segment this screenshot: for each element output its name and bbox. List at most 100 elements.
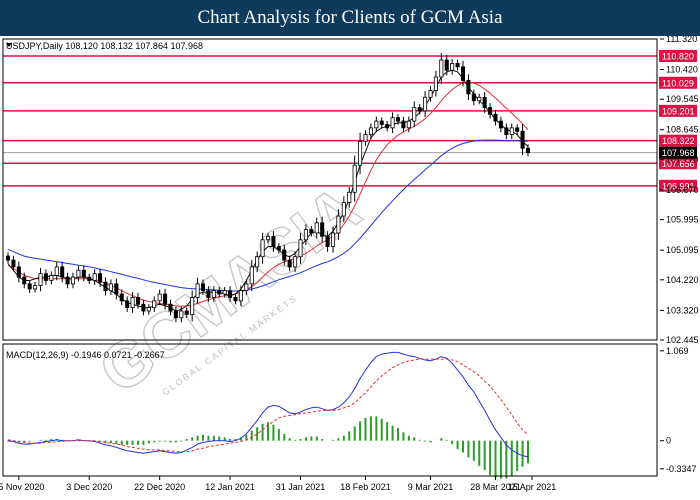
candle-body	[92, 273, 97, 281]
candle-body	[439, 59, 444, 78]
candle-body	[200, 283, 206, 292]
macd-tick-label: 0	[666, 436, 671, 446]
horizontal-levels: 110.820 110.029 109.201 108.322 107.656 106.9…	[3, 49, 697, 192]
candle-body	[336, 215, 341, 234]
time-tick-label: 9 Mar 2021	[408, 482, 454, 492]
price-tick-label: 103.320	[666, 305, 699, 315]
chart-background	[0, 36, 700, 500]
candle-body	[406, 120, 411, 129]
candle-body	[228, 290, 233, 298]
current-price-label: 107.968	[662, 148, 695, 158]
price-tick-label: 102.445	[666, 335, 699, 345]
candle-body	[65, 276, 70, 285]
candle-body	[49, 274, 54, 281]
candle-body	[298, 239, 303, 258]
macd-tick-label: 1.069	[666, 346, 689, 356]
candle-body	[195, 283, 200, 298]
candle-body	[471, 93, 476, 102]
candle-body	[303, 229, 308, 241]
time-tick-label: 15 Nov 2020	[0, 482, 44, 492]
candle-body	[390, 117, 395, 129]
price-tick-label: 105.095	[666, 245, 699, 255]
price-tick-label: 109.545	[666, 94, 699, 104]
level-label-bg	[659, 49, 697, 62]
candle-body	[119, 293, 124, 302]
level-label-bg	[659, 157, 697, 170]
candle-body	[255, 256, 260, 268]
candle-body	[81, 269, 86, 278]
macd-line	[7, 351, 529, 458]
ma-slow-line	[7, 139, 529, 292]
candle-body	[325, 235, 330, 247]
candle-body	[179, 310, 184, 319]
price-pane-frame	[2, 38, 658, 341]
candle-body	[428, 90, 433, 98]
candle-body	[395, 117, 401, 122]
price-tick-label: 111.320	[666, 36, 697, 44]
candle-body	[141, 303, 146, 312]
candle-body	[374, 120, 379, 129]
candle-body	[211, 290, 216, 298]
price-tick-label: 104.220	[666, 275, 699, 285]
time-tick-label: 31 Jan 2021	[276, 482, 326, 492]
candle-body	[70, 276, 76, 285]
level-label: 109.201	[662, 106, 695, 116]
candle-body	[130, 297, 135, 309]
candle-body	[352, 164, 357, 193]
candle-body	[509, 127, 514, 136]
level-label: 110.029	[662, 78, 694, 88]
candle-body	[27, 283, 32, 290]
time-tick-label: 22 Dec 2020	[134, 482, 185, 492]
time-tick-label: 3 Dec 2020	[66, 482, 112, 492]
level-label-bg	[659, 104, 697, 117]
macd-pane: 1.069 0 -0.3347	[7, 346, 697, 479]
pane-frames	[2, 38, 658, 477]
candle-body	[282, 249, 287, 261]
candle-body	[287, 259, 292, 268]
candle-body	[43, 273, 48, 281]
level-label-bg	[659, 179, 697, 192]
candle-body	[515, 127, 520, 132]
price-tick-label: 108.645	[666, 125, 699, 135]
candle-body	[222, 290, 227, 295]
signal-line	[7, 358, 529, 453]
candle-body	[271, 235, 276, 247]
candle-body	[379, 120, 384, 125]
collapse-triangle-icon	[6, 43, 12, 47]
candle-body	[168, 303, 173, 312]
macd-header: MACD(12,26,9) -0.1946 0.0721 -0.2667	[6, 350, 165, 360]
candle-body	[423, 96, 428, 112]
price-tick-label: 105.995	[666, 215, 699, 225]
candle-body	[217, 290, 222, 295]
candle-body	[309, 229, 314, 234]
level-label: 108.322	[662, 136, 695, 146]
macd-pane-frame	[2, 343, 658, 477]
candle-body	[498, 120, 503, 129]
candle-body	[5, 255, 11, 261]
time-tick-label: 18 Feb 2021	[340, 482, 391, 492]
candle-body	[433, 76, 438, 91]
candle-body	[358, 141, 363, 166]
candle-body	[341, 202, 346, 217]
price-tick-label: 110.420	[666, 65, 698, 75]
candle-body	[173, 310, 178, 319]
candle-body	[363, 134, 368, 142]
candle-body	[347, 191, 352, 203]
price-tick-label: 106.870	[666, 185, 699, 195]
candle-body	[455, 63, 460, 68]
candle-body	[482, 96, 487, 108]
candle-body	[460, 66, 466, 81]
candle-body	[265, 235, 271, 241]
candle-body	[38, 273, 43, 286]
candle-body	[525, 147, 531, 154]
candle-body	[293, 256, 298, 268]
time-tick-label: 28 Mar 2021	[470, 482, 521, 492]
candle-body	[98, 273, 103, 283]
level-label-bg	[659, 76, 697, 89]
candle-body	[157, 293, 162, 302]
candle-body	[368, 127, 373, 136]
candle-body	[520, 130, 525, 149]
candle-body	[238, 290, 243, 302]
price-tick-label: 107.770	[666, 154, 699, 164]
